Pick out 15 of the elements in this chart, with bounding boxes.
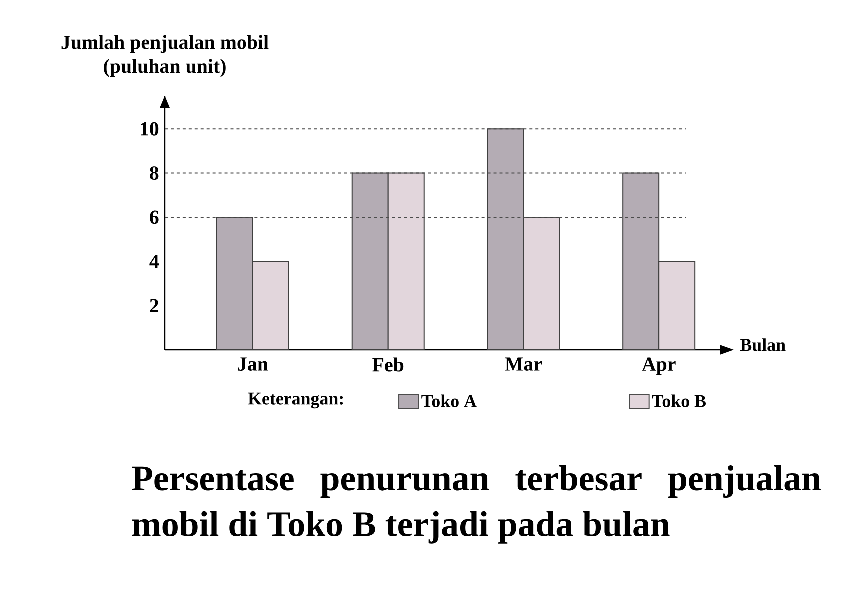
legend-title: Keterangan: (248, 392, 344, 409)
x-tick-label: Mar (505, 358, 542, 371)
y-tick-label: 2 (150, 299, 159, 312)
text: Persentase penurunan terbesar penjualan mobil di Toko B terjadi pada bulan (132, 466, 821, 544)
y-tick-label: 8 (150, 166, 159, 180)
y-axis-title: Jumlah penjualan mobil (puluhan unit) (62, 35, 269, 78)
x-tick-label: Feb (372, 358, 404, 372)
x-tick-label: Jan (238, 358, 268, 371)
legend-label: Toko B (652, 394, 706, 408)
y-tick-label: 4 (150, 255, 159, 268)
x-tick-label: Apr (642, 358, 676, 376)
legend-label: Toko A (422, 394, 477, 408)
x-axis-title: Bulan (740, 338, 786, 352)
y-tick-label: 10 (141, 122, 159, 136)
y-tick-label: 6 (150, 210, 159, 224)
